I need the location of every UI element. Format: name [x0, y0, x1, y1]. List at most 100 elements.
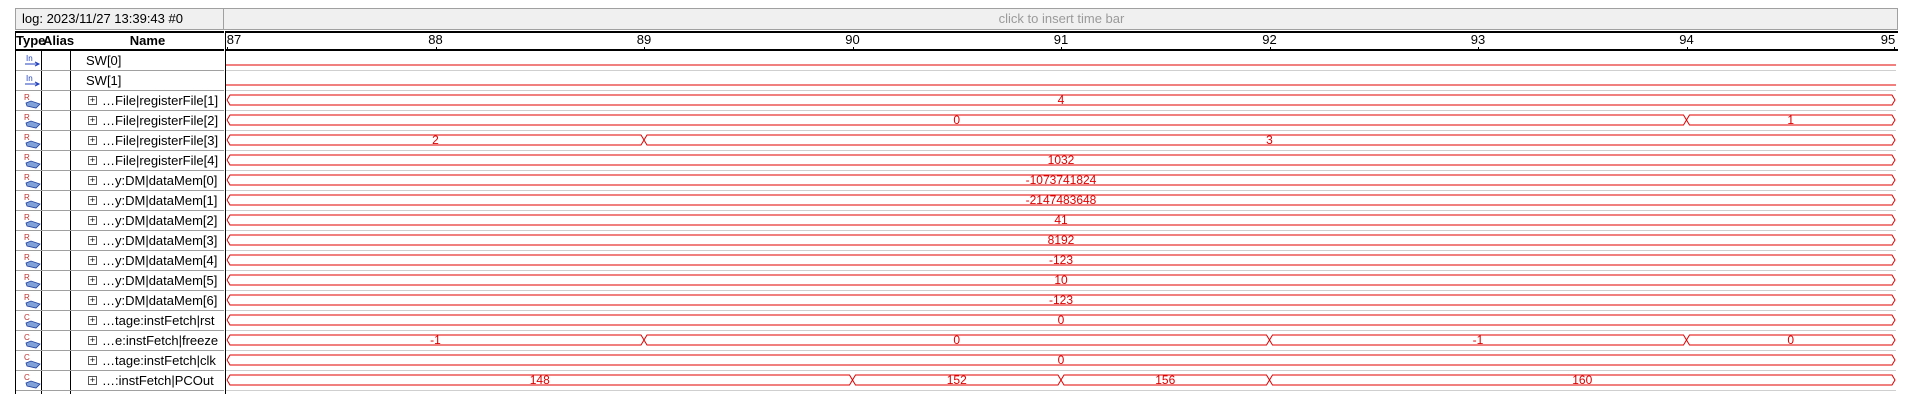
- bus-value-label: 0: [1058, 313, 1065, 327]
- expand-icon[interactable]: +: [88, 175, 97, 185]
- time-tick: [1269, 47, 1271, 51]
- expand-icon[interactable]: +: [88, 135, 97, 145]
- expand-icon[interactable]: +: [88, 295, 97, 305]
- bus-segment: [1686, 334, 1896, 346]
- insert-time-bar-area[interactable]: click to insert time bar: [998, 11, 1125, 26]
- time-tick: [227, 47, 228, 51]
- expand-icon[interactable]: +: [88, 235, 97, 245]
- bus-value-label: 1: [1787, 113, 1794, 127]
- register-icon: R: [20, 292, 46, 310]
- time-tick: [1478, 47, 1479, 51]
- bus-value-label: 10: [1054, 273, 1068, 287]
- bus-value-label: 148: [530, 373, 550, 387]
- bus-segment: [226, 354, 1896, 366]
- signal-name: …tage:instFetch|rst: [102, 313, 215, 328]
- register-icon: R: [20, 272, 46, 290]
- signal-row[interactable]: R + …File|registerFile[4]: [16, 151, 224, 171]
- signal-name: …:instFetch|PCOut: [102, 373, 214, 388]
- input-icon: In: [20, 52, 46, 70]
- expand-icon[interactable]: +: [88, 375, 97, 385]
- expand-icon[interactable]: +: [88, 115, 97, 125]
- bus-value-label: 0: [953, 113, 960, 127]
- signal-name: …y:DM|dataMem[1]: [102, 193, 218, 208]
- time-tick: [644, 47, 645, 51]
- signal-row[interactable]: R + …y:DM|dataMem[2]: [16, 211, 224, 231]
- expand-icon[interactable]: +: [88, 355, 97, 365]
- register-icon: R: [20, 192, 46, 210]
- signal-row[interactable]: C + …:instFetch|PCOut: [16, 371, 224, 391]
- top-bar: log: 2023/11/27 13:39:43 #0 click to ins…: [15, 8, 1898, 30]
- bus-value-label: 0: [1058, 353, 1065, 367]
- expand-icon[interactable]: +: [88, 315, 97, 325]
- time-tick-label: 93: [1470, 32, 1486, 47]
- time-tick-label: 90: [845, 32, 860, 47]
- signal-row[interactable]: C + …tage:instFetch|clk: [16, 351, 224, 371]
- waveform-panel[interactable]: 87 88 89 90 91 92 93 94 95 4 0 1 2 3 1032 -1073741824 -…: [225, 31, 1898, 394]
- bus-segment: [1686, 114, 1896, 126]
- column-divider[interactable]: [70, 51, 71, 394]
- bus-value-label: -1: [430, 333, 441, 347]
- signal-row[interactable]: R + …y:DM|dataMem[3]: [16, 231, 224, 251]
- time-tick: [1061, 47, 1062, 51]
- expand-icon[interactable]: +: [88, 255, 97, 265]
- bus-segment: [226, 234, 1896, 246]
- signal-row[interactable]: R + …y:DM|dataMem[1]: [16, 191, 224, 211]
- time-ruler[interactable]: 87 88 89 90 91 92 93 94 95: [226, 31, 1898, 51]
- column-alias[interactable]: Alias: [43, 33, 75, 48]
- bus-value-label: 0: [953, 333, 960, 347]
- signal-name: …tage:instFetch|clk: [102, 353, 216, 368]
- signal-row[interactable]: C + …tage:instFetch|rst: [16, 311, 224, 331]
- signal-name: SW[0]: [86, 53, 122, 68]
- svg-text:R: R: [24, 133, 30, 142]
- svg-text:R: R: [24, 193, 30, 202]
- waveform-canvas[interactable]: 4 0 1 2 3 1032 -1073741824 -2147483648 41 8192 -12…: [226, 51, 1898, 394]
- time-tick-label: 92: [1262, 32, 1277, 47]
- bus-value-label: 4: [1058, 93, 1065, 107]
- signal-row[interactable]: In SW[0]: [16, 51, 224, 71]
- bus-value-label: 160: [1572, 373, 1592, 387]
- expand-icon[interactable]: +: [88, 195, 97, 205]
- bus-value-label: 156: [1155, 373, 1175, 387]
- signal-row[interactable]: R + …File|registerFile[2]: [16, 111, 224, 131]
- column-type[interactable]: Type: [16, 33, 46, 48]
- register-icon: R: [20, 212, 46, 230]
- expand-icon[interactable]: +: [88, 95, 97, 105]
- expand-icon[interactable]: +: [88, 215, 97, 225]
- signal-name: …File|registerFile[1]: [102, 93, 219, 108]
- svg-text:C: C: [24, 333, 30, 342]
- bus-value-label: -123: [1049, 253, 1073, 267]
- column-name[interactable]: Name: [129, 33, 166, 48]
- register-icon: R: [20, 172, 46, 190]
- waveform-viewer: log: 2023/11/27 13:39:43 #0 click to ins…: [15, 8, 1898, 394]
- column-header: Type Alias Name: [16, 31, 224, 51]
- bus-value-label: 152: [947, 373, 967, 387]
- signal-row[interactable]: In SW[1]: [16, 71, 224, 91]
- signal-row[interactable]: R + …y:DM|dataMem[6]: [16, 291, 224, 311]
- svg-text:R: R: [24, 213, 30, 222]
- signal-list-panel: Type Alias Name In SW[0] In SW[1] R + …File|re…: [15, 31, 224, 394]
- time-tick-label: 94: [1679, 32, 1694, 47]
- expand-icon[interactable]: +: [88, 155, 97, 165]
- bus-segment: [226, 154, 1896, 166]
- svg-text:R: R: [24, 273, 30, 282]
- signal-name: SW[1]: [86, 73, 122, 88]
- expand-icon[interactable]: +: [88, 275, 97, 285]
- combinational-icon: C: [20, 332, 46, 350]
- signal-row[interactable]: R + …y:DM|dataMem[0]: [16, 171, 224, 191]
- time-tick-label: 87: [226, 32, 242, 47]
- expand-icon[interactable]: +: [88, 335, 97, 345]
- signal-name: …y:DM|dataMem[3]: [102, 233, 218, 248]
- signal-row[interactable]: C + …e:instFetch|freeze: [16, 331, 224, 351]
- signal-row[interactable]: R + …File|registerFile[3]: [16, 131, 224, 151]
- signal-name: …y:DM|dataMem[2]: [102, 213, 218, 228]
- signal-row[interactable]: R + …y:DM|dataMem[4]: [16, 251, 224, 271]
- signal-row[interactable]: R + …y:DM|dataMem[5]: [16, 271, 224, 291]
- combinational-icon: C: [20, 372, 46, 390]
- signal-row[interactable]: R + …File|registerFile[1]: [16, 91, 224, 111]
- input-icon: In: [20, 72, 46, 90]
- column-divider[interactable]: [41, 51, 42, 394]
- bus-segment: [226, 174, 1896, 186]
- bus-value-label: 1032: [1048, 153, 1075, 167]
- bus-value-label: 41: [1054, 213, 1068, 227]
- combinational-icon: C: [20, 312, 46, 330]
